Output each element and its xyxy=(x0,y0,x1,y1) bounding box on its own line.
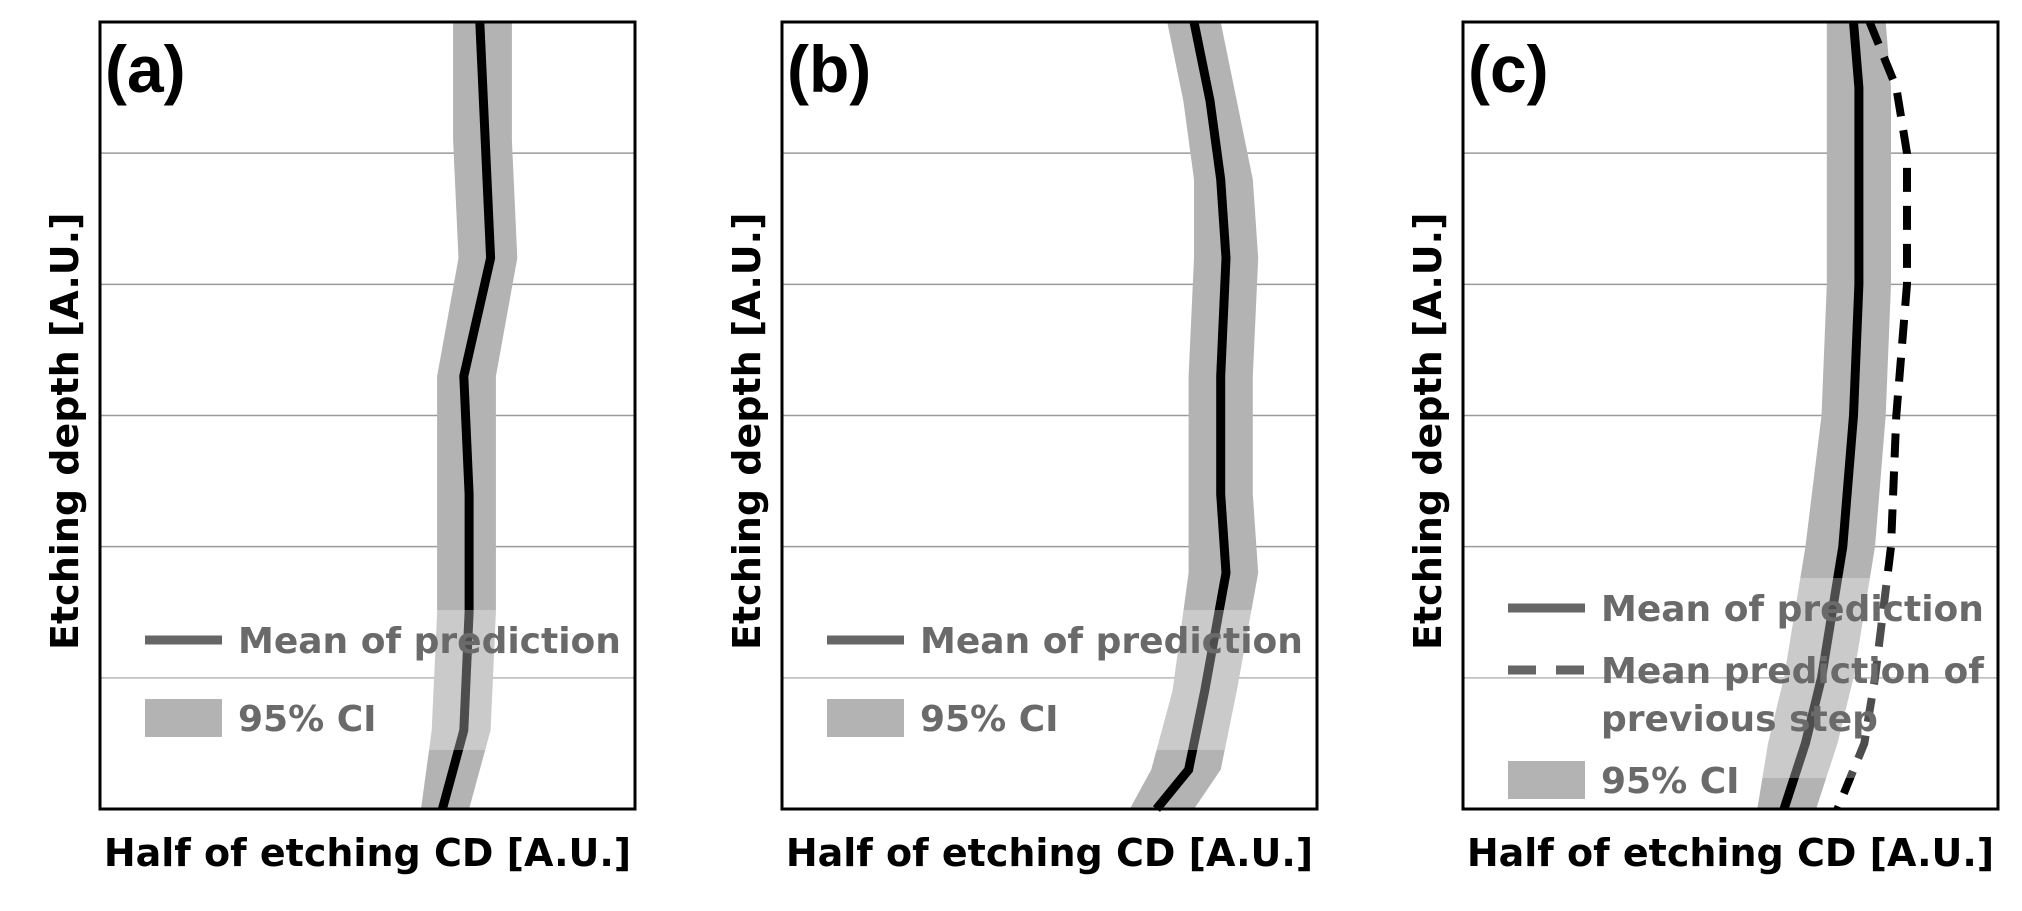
mean-line xyxy=(1779,21,1864,811)
chart-panel-3: Mean of prediction Mean prediction of prev… xyxy=(1406,20,2000,875)
mean-line xyxy=(438,21,496,811)
legend-label: 95% CI xyxy=(238,699,377,740)
legend-swatch-band xyxy=(827,699,904,737)
legend-swatch-band xyxy=(1508,761,1585,799)
plot-frame xyxy=(1461,20,2000,811)
previous-step-line xyxy=(1833,20,1911,811)
legend-swatch-band xyxy=(145,699,222,737)
panel-label: (c) xyxy=(1468,32,1549,106)
chart-panel-1: Mean of prediction 95% CI (a) Half of etchi… xyxy=(43,20,637,875)
x-axis-label: Half of etching CD [A.U.] xyxy=(104,831,631,875)
legend-label: Mean of prediction xyxy=(920,621,1303,662)
legend-label: 95% CI xyxy=(1601,761,1740,802)
legend-label: previous step xyxy=(1601,699,1878,740)
legend-label: Mean of prediction xyxy=(238,621,621,662)
y-axis-label: Etching depth [A.U.] xyxy=(43,213,87,650)
plot-frame xyxy=(780,20,1319,811)
panel-label: (b) xyxy=(787,32,871,106)
x-axis-label: Half of etching CD [A.U.] xyxy=(786,831,1313,875)
y-axis-label: Etching depth [A.U.] xyxy=(1406,213,1450,650)
panel-label: (a) xyxy=(105,32,186,106)
y-axis-label: Etching depth [A.U.] xyxy=(725,213,769,650)
chart-panel-2: Mean of prediction 95% CI (b) Half of etchi… xyxy=(725,20,1319,875)
plot-frame xyxy=(98,20,637,811)
x-axis-label: Half of etching CD [A.U.] xyxy=(1467,831,1994,875)
legend-label: 95% CI xyxy=(920,699,1059,740)
mean-line xyxy=(1153,21,1231,812)
legend-label: Mean prediction of xyxy=(1601,651,1984,692)
legend-label: Mean of prediction xyxy=(1601,589,1984,630)
